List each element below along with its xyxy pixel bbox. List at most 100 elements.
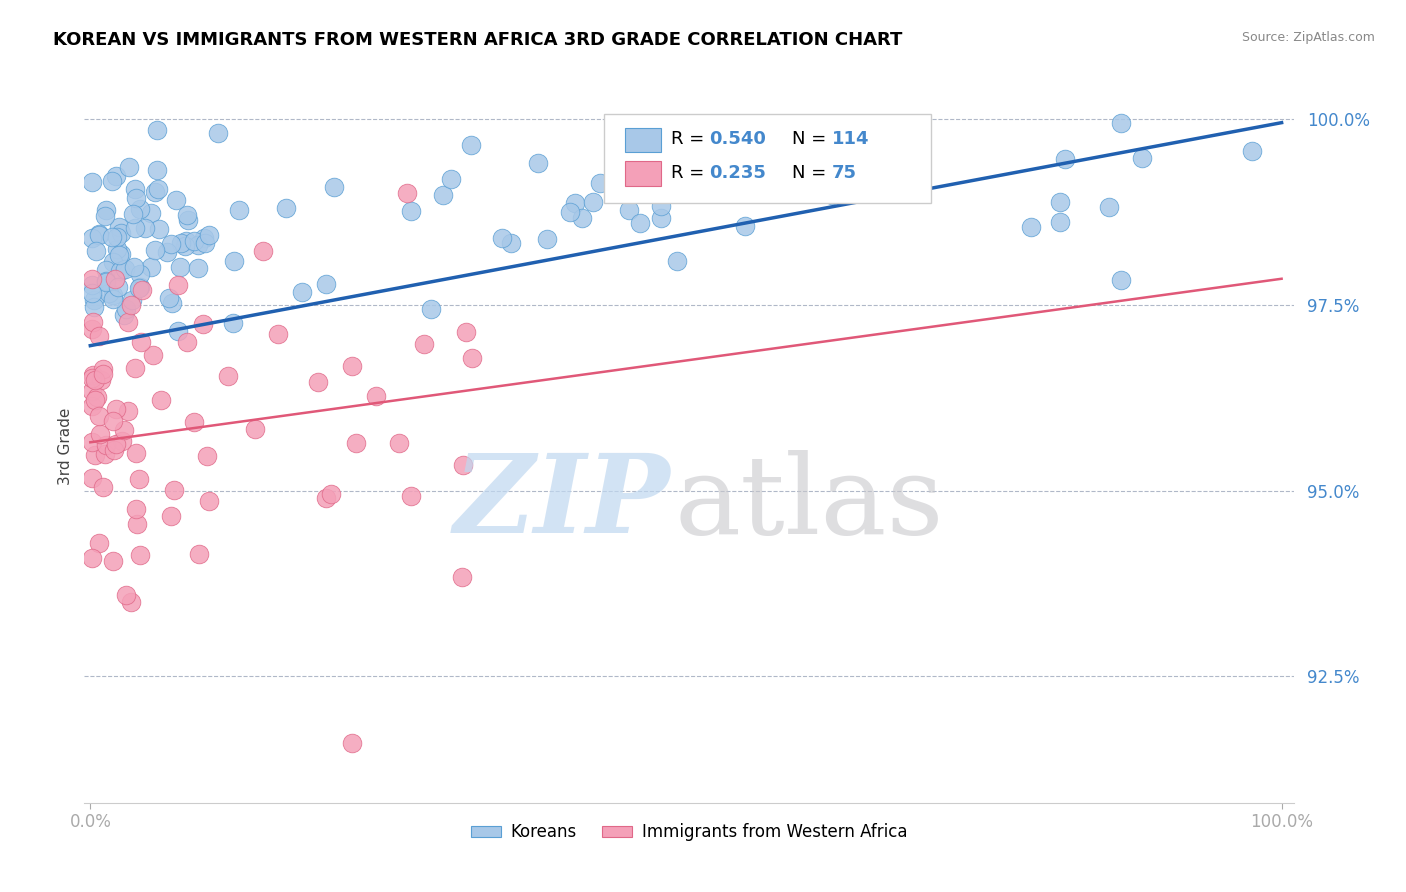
Point xyxy=(139,260,162,274)
Point xyxy=(82,315,104,329)
Point xyxy=(650,198,672,212)
Point xyxy=(291,285,314,300)
Point xyxy=(80,399,103,413)
Point xyxy=(120,298,142,312)
Point xyxy=(198,227,221,242)
Point xyxy=(863,174,886,188)
Point xyxy=(886,165,908,179)
Point xyxy=(159,237,181,252)
Point xyxy=(124,260,146,275)
Point xyxy=(315,277,337,292)
Point xyxy=(108,248,131,262)
Point xyxy=(769,150,792,164)
Point xyxy=(176,234,198,248)
Point xyxy=(87,227,110,242)
Point xyxy=(107,280,129,294)
Point xyxy=(124,361,146,376)
Bar xyxy=(624,161,661,186)
Point xyxy=(103,442,125,457)
Point xyxy=(188,547,211,561)
Point xyxy=(820,188,842,202)
Point xyxy=(157,291,180,305)
Point xyxy=(86,390,108,404)
Point xyxy=(536,232,558,246)
Point xyxy=(1241,144,1264,158)
Point xyxy=(118,160,141,174)
Point xyxy=(89,409,111,423)
Point xyxy=(94,275,117,289)
Bar xyxy=(624,128,661,152)
Point xyxy=(177,213,200,227)
Point xyxy=(97,286,120,301)
Point xyxy=(83,300,105,314)
Point xyxy=(143,244,166,258)
Point xyxy=(124,220,146,235)
Point xyxy=(82,368,104,382)
Point xyxy=(93,362,115,376)
Point xyxy=(129,280,152,294)
Point xyxy=(160,508,183,523)
Point xyxy=(83,393,105,408)
Point xyxy=(103,414,125,428)
Point xyxy=(125,191,148,205)
Point xyxy=(105,437,128,451)
Point xyxy=(183,416,205,430)
Point xyxy=(96,263,118,277)
Point xyxy=(121,207,143,221)
Point xyxy=(456,325,478,339)
Point xyxy=(399,489,422,503)
Point xyxy=(176,207,198,221)
Point xyxy=(101,230,124,244)
Text: 0.540: 0.540 xyxy=(710,130,766,148)
Point xyxy=(129,548,152,562)
Point xyxy=(89,427,111,442)
Point xyxy=(252,244,274,258)
Point xyxy=(165,193,187,207)
Point xyxy=(222,254,245,268)
Point xyxy=(82,278,104,293)
Point xyxy=(101,292,124,306)
Point xyxy=(94,209,117,223)
Point xyxy=(387,436,409,450)
Point xyxy=(1111,116,1133,130)
Point xyxy=(395,186,418,201)
Point xyxy=(322,180,344,194)
Point xyxy=(112,423,135,437)
Point xyxy=(114,261,136,276)
Point xyxy=(82,230,104,244)
Point xyxy=(117,404,139,418)
Point xyxy=(571,211,593,225)
Text: atlas: atlas xyxy=(675,450,943,557)
Point xyxy=(127,516,149,531)
Point xyxy=(207,126,229,140)
Point xyxy=(399,204,422,219)
Point xyxy=(108,264,131,278)
Point xyxy=(125,446,148,460)
Point xyxy=(80,434,103,449)
Text: R =: R = xyxy=(671,164,710,182)
Point xyxy=(103,272,125,286)
Point xyxy=(420,301,443,316)
Point xyxy=(491,231,513,245)
Y-axis label: 3rd Grade: 3rd Grade xyxy=(58,408,73,484)
Point xyxy=(307,375,329,389)
Point xyxy=(91,367,114,381)
Point xyxy=(274,201,297,215)
Point xyxy=(101,288,124,302)
Point xyxy=(222,316,245,330)
Text: Source: ZipAtlas.com: Source: ZipAtlas.com xyxy=(1241,31,1375,45)
Point xyxy=(146,162,169,177)
Point xyxy=(108,219,131,234)
Point xyxy=(243,422,266,436)
Point xyxy=(139,206,162,220)
Point xyxy=(134,220,156,235)
Point xyxy=(111,434,134,448)
Point xyxy=(90,373,112,387)
Point xyxy=(166,324,188,338)
Point xyxy=(460,351,482,365)
Point xyxy=(105,169,128,183)
Point xyxy=(169,260,191,275)
Point xyxy=(128,281,150,295)
Point xyxy=(129,267,152,281)
Point xyxy=(665,253,688,268)
